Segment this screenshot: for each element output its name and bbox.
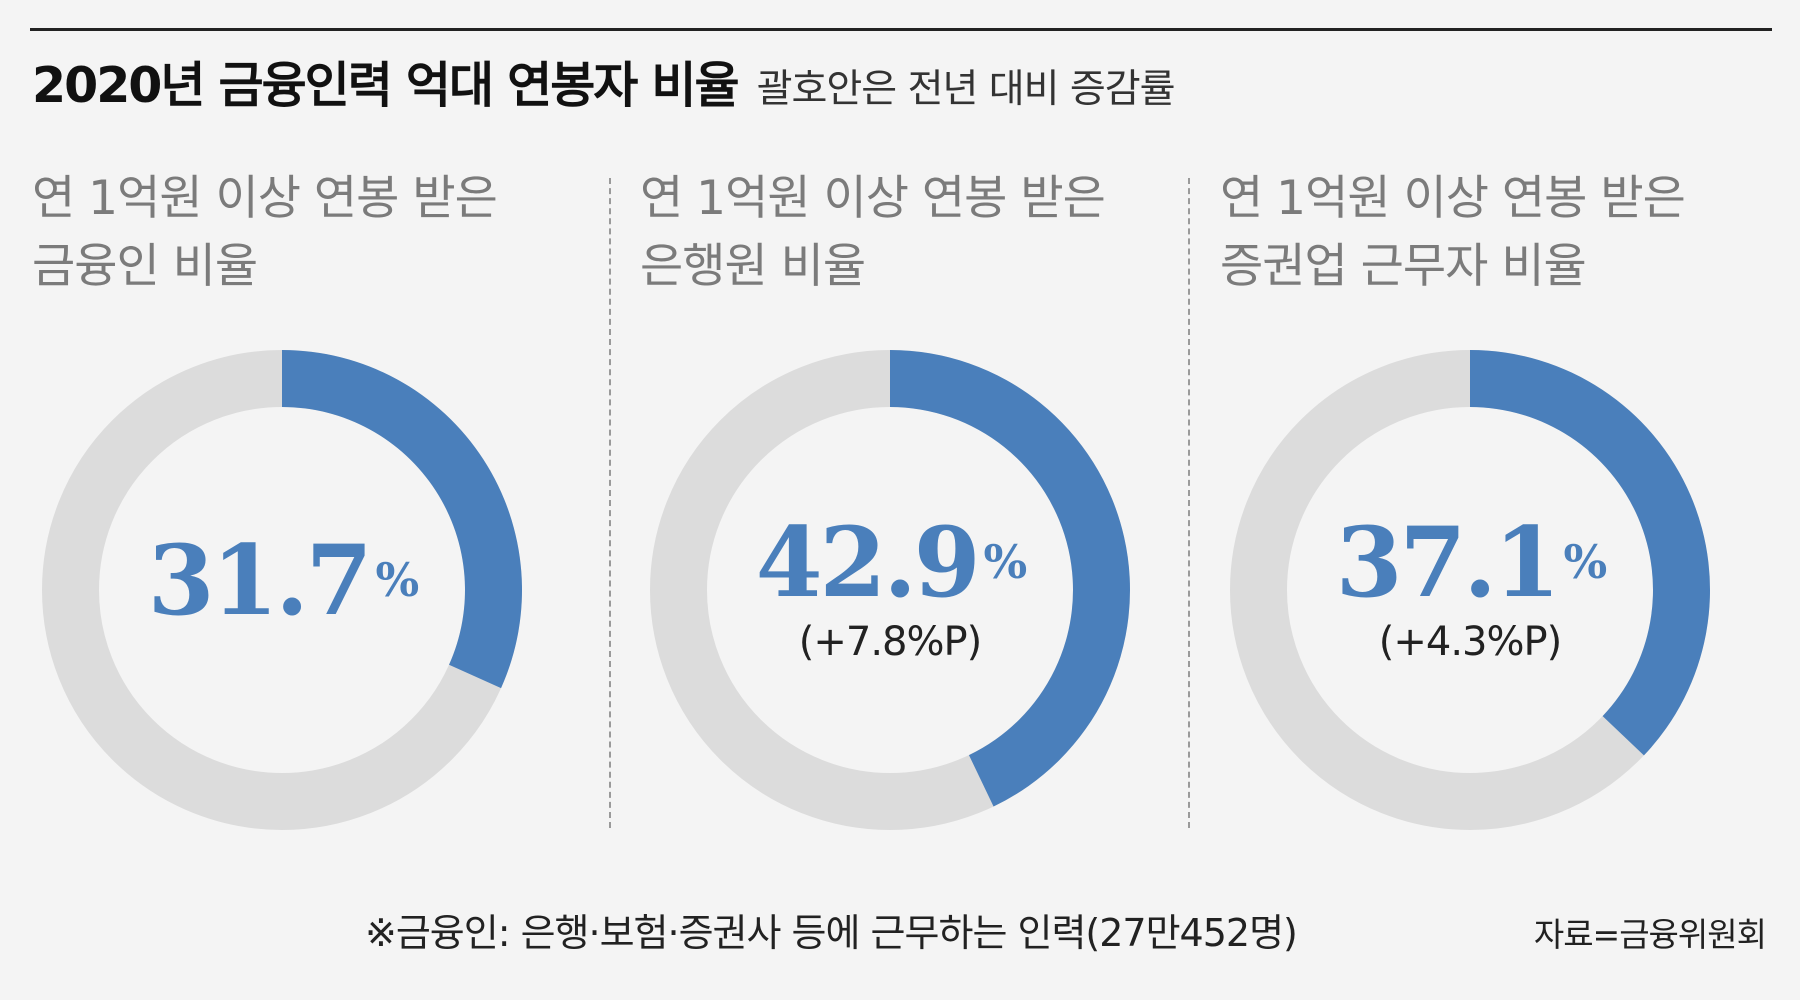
chart-subtitle: 괄호안은 전년 대비 증감률: [756, 67, 1176, 112]
panel-title: 연 1억원 이상 연봉 받은 금융인 비율: [32, 165, 498, 301]
value-number: 31.7: [148, 524, 370, 637]
panel-title: 연 1억원 이상 연봉 받은 은행원 비율: [640, 165, 1106, 301]
panel-title-line-1: 연 1억원 이상 연봉 받은: [1220, 171, 1686, 226]
header: 2020년 금융인력 억대 연봉자 비율 괄호안은 전년 대비 증감률: [32, 46, 1176, 117]
source-note: 자료=금융위원회: [1533, 915, 1767, 954]
donut-change-label: (+4.3%P): [1379, 619, 1561, 665]
panel-title-line-2: 금융인 비율: [32, 239, 258, 294]
panel-financial-workers: 연 1억원 이상 연봉 받은 금융인 비율 31.7%: [32, 165, 592, 845]
footnote: ※금융인: 은행·보험·증권사 등에 근무하는 인력(27만452명): [365, 911, 1298, 955]
donut-chart: 37.1 %(+4.3%P): [1230, 350, 1710, 830]
panel-title-line-2: 은행원 비율: [640, 239, 866, 294]
panel-divider: [1188, 178, 1190, 828]
donut-value-label: 31.7%: [148, 524, 419, 637]
value-number: 37.1: [1336, 506, 1558, 619]
donut-change-label: (+7.8%P): [799, 619, 981, 665]
value-unit: %: [984, 535, 1027, 589]
donut-chart: 31.7%: [42, 350, 522, 830]
value-unit: %: [376, 553, 419, 607]
donut-value-slice: [890, 350, 1131, 807]
donut-value-label: 37.1%: [1336, 506, 1607, 619]
value-number: 42.9: [756, 506, 978, 619]
panel-divider: [609, 178, 611, 828]
panel-title-line-1: 연 1억원 이상 연봉 받은: [640, 171, 1106, 226]
top-rule: [30, 28, 1772, 31]
value-unit: %: [1564, 535, 1607, 589]
donut-value-slice: [282, 350, 522, 689]
donut-chart: 42.9 %(+7.8%P): [650, 350, 1131, 830]
panel-securities-workers: 연 1억원 이상 연봉 받은 증권업 근무자 비율 37.1% (+4.3%P): [1220, 165, 1780, 845]
chart-title: 2020년 금융인력 억대 연봉자 비율: [32, 57, 740, 114]
donut-value-slice: [1470, 350, 1710, 756]
panel-bank-workers: 연 1억원 이상 연봉 받은 은행원 비율 42.9% (+7.8%P): [640, 165, 1200, 845]
panel-title-line-2: 증권업 근무자 비율: [1220, 239, 1587, 294]
panel-title-line-1: 연 1억원 이상 연봉 받은: [32, 171, 498, 226]
donut-value-label: 42.9%: [756, 506, 1027, 619]
panel-title: 연 1억원 이상 연봉 받은 증권업 근무자 비율: [1220, 165, 1686, 301]
